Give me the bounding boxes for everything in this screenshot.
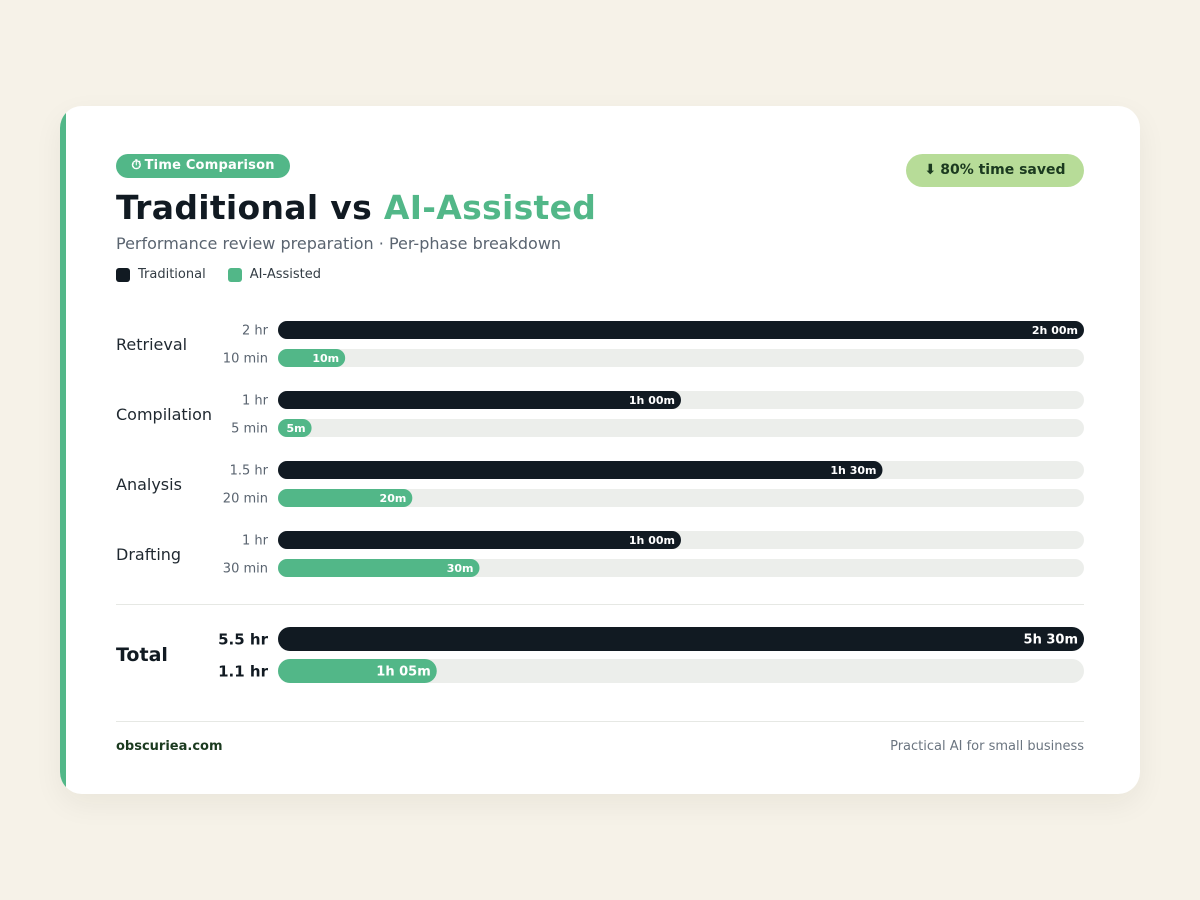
analysis-ai-bar: [278, 489, 413, 507]
title-joiner: vs: [330, 188, 373, 227]
analysis-ai-track: [278, 489, 1084, 507]
analysis-traditional-value-label: 1h 30m: [830, 464, 876, 477]
retrieval-ai-track: [278, 349, 1084, 367]
legend-item-ai: AI-Assisted: [227, 267, 321, 282]
analysis-traditional-side-label: 1.5 hr: [230, 464, 269, 479]
total-traditional-value-label: 5h 30m: [1024, 633, 1078, 648]
legend-swatch-ai: [227, 267, 242, 282]
drafting-traditional-value-label: 1h 00m: [629, 534, 675, 547]
compilation-ai-track: [278, 419, 1084, 437]
chart-legend: Traditional AI-Assisted: [116, 267, 343, 282]
footer-divider: [116, 721, 1084, 722]
retrieval-traditional-side-label: 2 hr: [242, 324, 269, 339]
analysis-ai-side-label: 20 min: [223, 492, 268, 507]
down-arrow-icon: ⬇: [924, 162, 937, 178]
legend-swatch-traditional: [116, 267, 130, 282]
retrieval-ai-side-label: 10 min: [223, 352, 268, 367]
title-traditional: Traditional: [116, 188, 319, 227]
drafting-ai-track: [278, 559, 1084, 577]
stopwatch-icon: ⏱: [131, 158, 142, 173]
compilation-ai-side-label: 5 min: [231, 422, 268, 437]
compilation-ai-bar: [278, 419, 312, 437]
compilation-ai-value-label: 5m: [286, 422, 305, 435]
page-title: Traditional vs AI-Assisted: [116, 188, 596, 227]
footer-tagline: Practical AI for small business: [890, 739, 1084, 754]
retrieval-ai-value-label: 10m: [312, 352, 339, 365]
retrieval-ai-bar: [278, 349, 346, 367]
category-label-compilation: Compilation: [116, 405, 212, 424]
total-ai-side-label: 1.1 hr: [218, 662, 268, 680]
compilation-traditional-value-label: 1h 00m: [629, 394, 675, 407]
retrieval-traditional-bar: [278, 321, 1084, 339]
retrieval-traditional-value-label: 2h 00m: [1032, 324, 1078, 337]
legend-label-traditional: Traditional: [138, 267, 206, 282]
legend-item-traditional: Traditional: [116, 267, 206, 282]
total-label: Total: [116, 644, 168, 666]
legend-label-ai: AI-Assisted: [249, 267, 321, 282]
drafting-ai-bar: [278, 559, 480, 577]
time-saved-label: 80% time saved: [940, 162, 1066, 178]
total-ai-bar: [278, 659, 437, 683]
category-label-drafting: Drafting: [116, 545, 181, 564]
category-label-analysis: Analysis: [116, 475, 182, 494]
time-saved-badge: ⬇ 80% time saved: [906, 154, 1084, 187]
analysis-ai-value-label: 20m: [380, 492, 407, 505]
page-subtitle: Performance review preparation · Per-pha…: [116, 234, 562, 253]
drafting-ai-value-label: 30m: [447, 562, 474, 575]
total-ai-value-label: 1h 05m: [376, 665, 430, 680]
compilation-traditional-side-label: 1 hr: [242, 394, 269, 409]
drafting-traditional-bar: [278, 531, 681, 549]
analysis-traditional-bar: [278, 461, 883, 479]
total-traditional-side-label: 5.5 hr: [218, 630, 268, 648]
card-accent-bar: [60, 106, 66, 794]
title-ai-assisted: AI-Assisted: [383, 188, 597, 227]
drafting-ai-side-label: 30 min: [223, 562, 268, 577]
time-comparison-chart: Retrieval 2 hr 2h 00m 10 min 10m Compilation 1…: [116, 321, 1084, 683]
compilation-traditional-bar: [278, 391, 681, 409]
time-comparison-badge: ⏱ Time Comparison: [116, 154, 290, 178]
category-label-retrieval: Retrieval: [116, 335, 187, 354]
comparison-card: ⏱ Time Comparison ⬇ 80% time saved Traditi…: [60, 106, 1140, 794]
footer-brand: obscuriea.com: [116, 739, 223, 754]
drafting-traditional-side-label: 1 hr: [242, 534, 269, 549]
total-traditional-bar: [278, 627, 1084, 651]
total-divider: [116, 604, 1084, 605]
badge-label: Time Comparison: [144, 158, 275, 173]
total-ai-track: [278, 659, 1084, 683]
